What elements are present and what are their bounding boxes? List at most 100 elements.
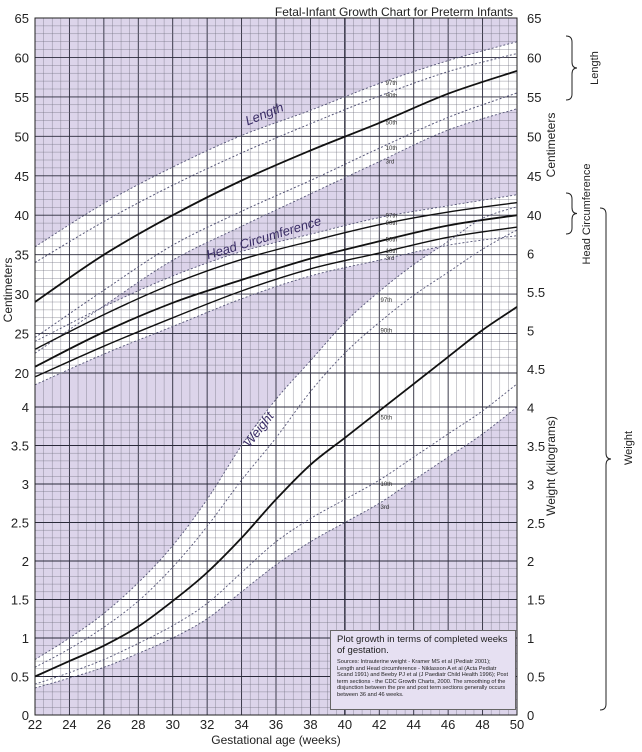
side-label-length: Length: [589, 51, 601, 85]
percentile-label: 97th: [386, 214, 398, 220]
left-tick-label: 35: [15, 248, 29, 263]
right-tick-label: 5.5: [527, 285, 545, 300]
curve-length-90th: [34, 53, 518, 264]
left-tick-label: 2.5: [11, 516, 29, 531]
left-axis-title: Centimeters: [1, 258, 15, 323]
percentile-label: 50th: [386, 237, 398, 243]
brace-length: [565, 35, 578, 101]
x-tick-label: 38: [303, 717, 317, 732]
curve-head-circumference-3rd: [34, 235, 518, 386]
left-tick-label: 30: [15, 287, 29, 302]
plot-frame: [34, 17, 518, 716]
left-tick-label: 3.5: [11, 439, 29, 454]
right-tick-label: 4: [527, 400, 534, 415]
right-tick-label: 1: [527, 631, 534, 646]
left-tick-label: 3: [22, 477, 29, 492]
left-tick-label: 40: [15, 208, 29, 223]
percentile-label: 50th: [381, 416, 393, 422]
right-tick-label: 40: [527, 208, 541, 223]
percentile-label: 90th: [386, 94, 398, 100]
curve-length-97th: [34, 41, 518, 248]
left-tick-label: 60: [15, 50, 29, 65]
right-tick-label: 0: [527, 708, 534, 723]
right-tick-label: 3: [527, 477, 534, 492]
percentile-label: 90th: [386, 221, 398, 227]
x-tick-label: 30: [165, 717, 179, 732]
right-tick-label: 4.5: [527, 362, 545, 377]
x-tick-label: 46: [441, 717, 455, 732]
note-title: Plot growth in terms of completed weeks …: [337, 634, 508, 656]
x-tick-label: 48: [475, 717, 489, 732]
x-tick-label: 36: [269, 717, 283, 732]
x-tick-label: 44: [406, 717, 420, 732]
x-tick-label: 32: [200, 717, 214, 732]
x-tick-label: 22: [28, 717, 42, 732]
percentile-label: 10th: [386, 146, 398, 152]
percentile-label: 3rd: [386, 160, 395, 166]
right-tick-label: 45: [527, 169, 541, 184]
left-tick-label: 0.5: [11, 670, 29, 685]
brace-head-circumference: [565, 192, 578, 235]
left-tick-label: 25: [15, 327, 29, 342]
left-tick-label: 45: [15, 169, 29, 184]
x-tick-label: 24: [62, 717, 76, 732]
curve-weight-97th: [34, 206, 518, 660]
percentile-label: 3rd: [386, 256, 395, 262]
curve-weight-50th: [34, 306, 518, 678]
right-tick-label: 50: [527, 129, 541, 144]
curve-weight-10th: [34, 383, 518, 685]
curve-head-circumference-97th: [34, 194, 518, 342]
right-tick-label: 65: [527, 11, 541, 26]
right-tick-label: 2: [527, 554, 534, 569]
curve-head-circumference-50th: [34, 214, 518, 368]
curve-length-3rd: [34, 108, 518, 354]
percentile-labels: 97th90th50th10th3rd97th90th50th10th3rd97…: [381, 81, 398, 511]
side-label-weight: Weight: [623, 431, 635, 465]
curve-weight-90th: [34, 229, 518, 668]
percentile-label: 10th: [381, 482, 393, 488]
right-tick-label: 6: [527, 247, 534, 262]
right-tick-label: 3.5: [527, 439, 545, 454]
left-tick-label: 4: [22, 400, 29, 415]
percentile-label: 3rd: [381, 505, 390, 511]
left-tick-label: 2: [22, 554, 29, 569]
axes: 6560555045403530252043.532.521.510.50656…: [11, 11, 545, 732]
right-tick-label: 5: [527, 324, 534, 339]
x-tick-label: 40: [338, 717, 352, 732]
curve-head-circumference-90th: [34, 201, 518, 350]
left-tick-label: 50: [15, 129, 29, 144]
right-tick-label: 1.5: [527, 593, 545, 608]
right-axis-title-kg: Weight (kilograms): [544, 416, 558, 516]
percentile-label: 90th: [381, 329, 393, 335]
percentile-label: 50th: [386, 120, 398, 126]
right-axis-title-cm: Centimeters: [544, 113, 558, 178]
left-tick-label: 55: [15, 90, 29, 105]
right-tick-label: 0.5: [527, 670, 545, 685]
curve-weight-3rd: [34, 406, 518, 689]
left-tick-label: 1: [22, 631, 29, 646]
left-tick-label: 0: [22, 708, 29, 723]
percentile-curves: [34, 41, 518, 689]
left-tick-label: 1.5: [11, 593, 29, 608]
x-tick-label: 26: [97, 717, 111, 732]
left-tick-label: 65: [15, 11, 29, 26]
curve-length-50th: [34, 70, 518, 303]
right-tick-label: 60: [527, 50, 541, 65]
x-tick-label: 28: [131, 717, 145, 732]
side-label-head-circumference: Head Circumference: [581, 164, 593, 265]
x-tick-label: 50: [510, 717, 524, 732]
percentile-label: 97th: [386, 81, 398, 87]
x-tick-label: 34: [234, 717, 248, 732]
right-tick-label: 55: [527, 90, 541, 105]
chart-note: Plot growth in terms of completed weeks …: [330, 630, 516, 710]
x-tick-label: 42: [372, 717, 386, 732]
curve-head-circumference-10th: [34, 226, 518, 378]
chart-title: Fetal-Infant Growth Chart for Preterm In…: [275, 5, 513, 19]
curve-length-10th: [34, 92, 518, 338]
right-tick-label: 2.5: [527, 516, 545, 531]
percentile-label: 97th: [381, 298, 393, 304]
percentile-label: 10th: [386, 249, 398, 255]
brace-weight: [599, 207, 612, 711]
note-sources: Sources: Intrauterine weight - Kramer MS…: [337, 659, 509, 698]
